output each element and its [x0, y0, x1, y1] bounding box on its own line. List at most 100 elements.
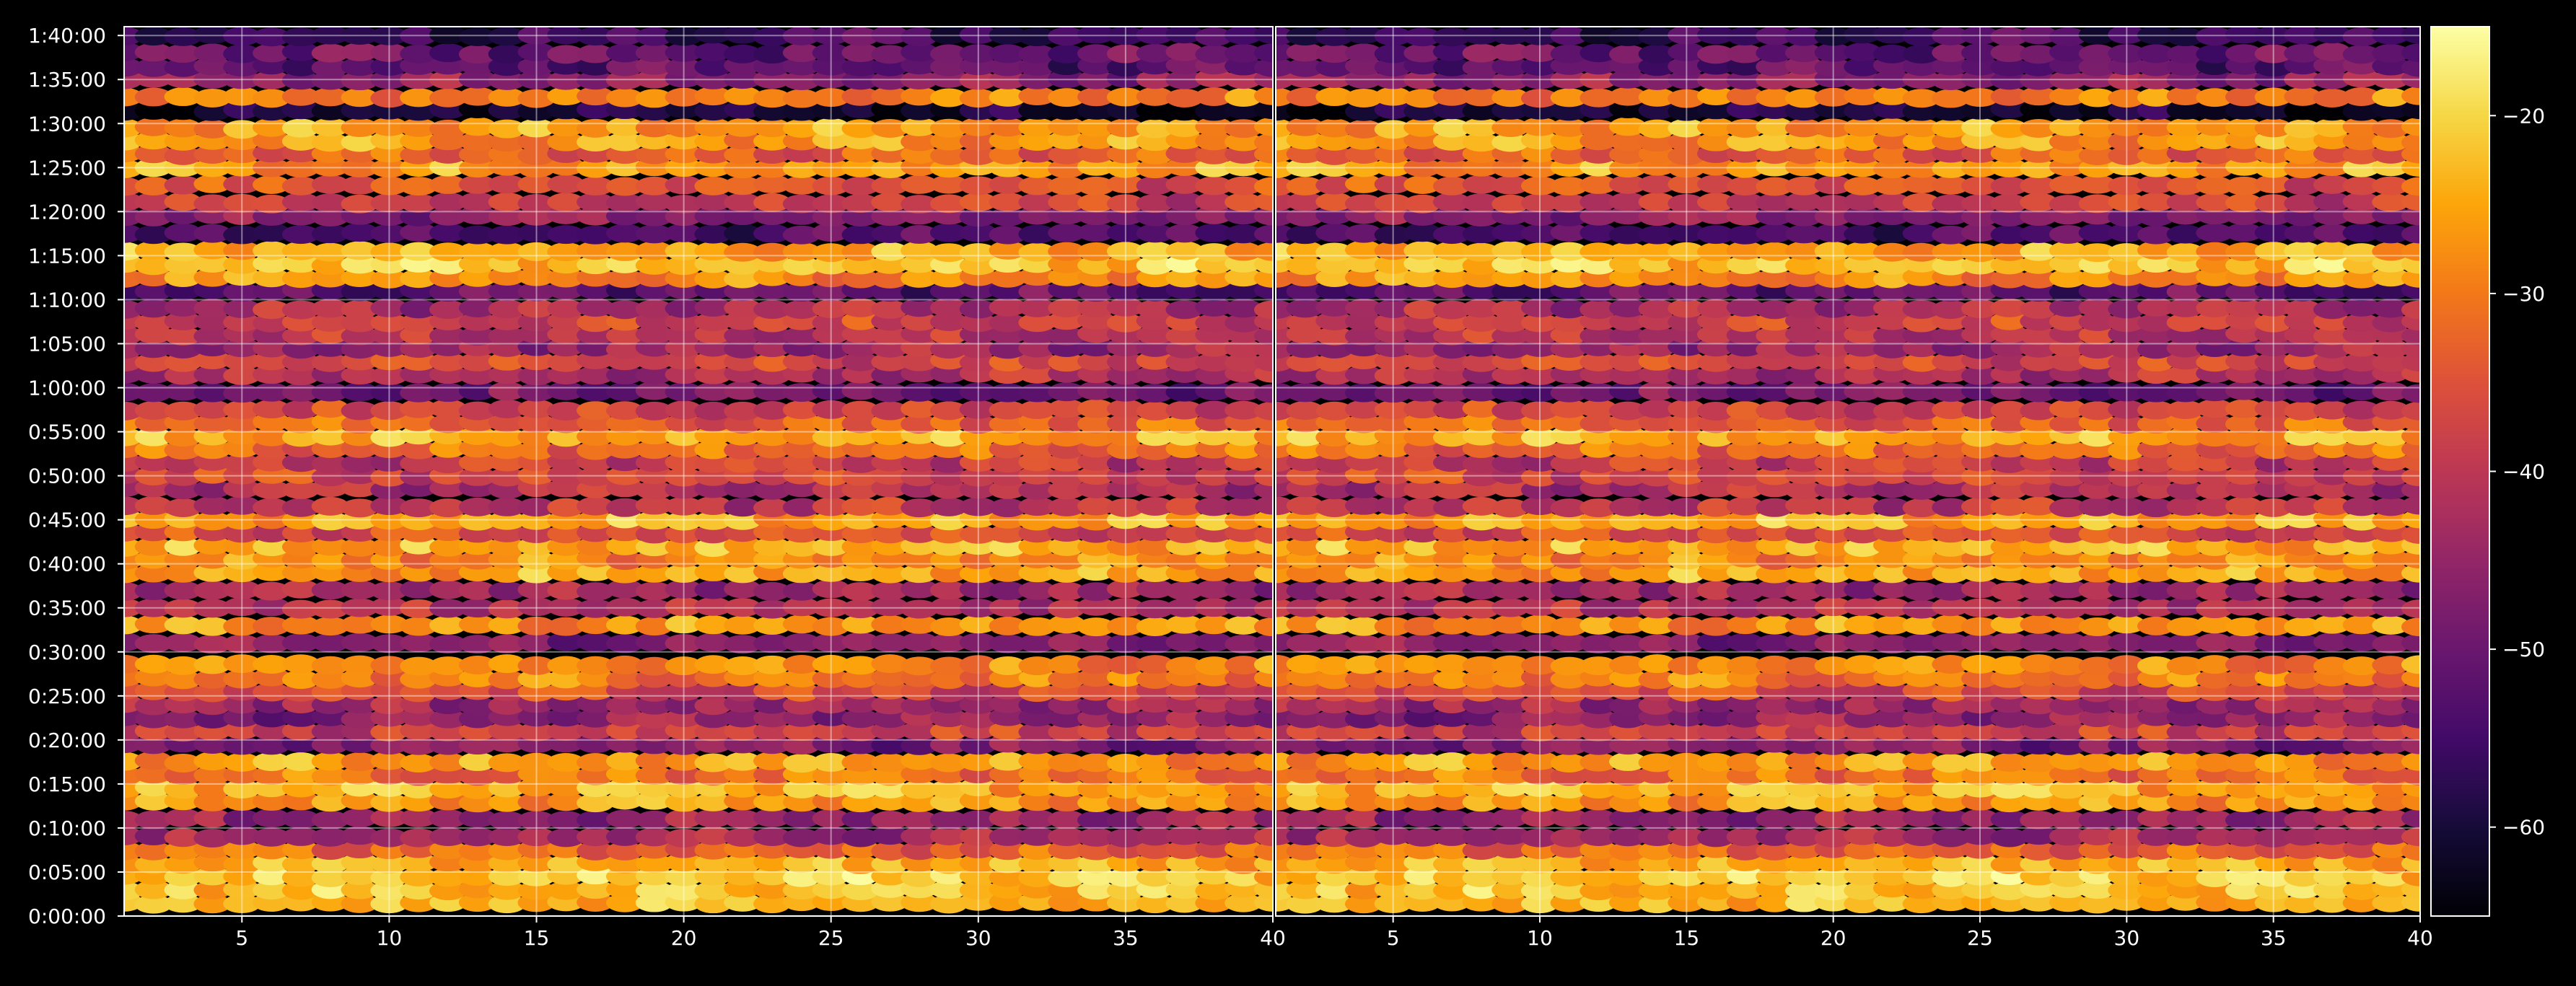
heatmap-cell — [2342, 269, 2380, 289]
heatmap-cell — [164, 753, 202, 772]
heatmap-cell — [2020, 401, 2058, 421]
heatmap-cell — [134, 654, 172, 674]
heatmap-cell — [2372, 580, 2410, 599]
heatmap-cell — [1521, 581, 1559, 601]
heatmap-cell — [2049, 298, 2087, 317]
heatmap-cell — [1491, 223, 1530, 242]
heatmap-cell — [1106, 87, 1144, 107]
heatmap-cell — [1550, 563, 1588, 582]
heatmap-cell — [400, 426, 438, 445]
heatmap-cell — [311, 312, 349, 332]
heatmap-cell — [400, 808, 438, 827]
heatmap-cell — [1136, 282, 1174, 301]
heatmap-cell — [1609, 511, 1647, 531]
heatmap-cell — [2225, 511, 2263, 531]
heatmap-cell — [223, 708, 261, 727]
heatmap-cell — [1286, 841, 1324, 860]
heatmap-cell — [1638, 281, 1676, 301]
heatmap-cell — [812, 511, 850, 531]
heatmap-cell — [1491, 299, 1530, 319]
heatmap-cell — [1136, 441, 1174, 460]
heatmap-cell — [1580, 736, 1618, 755]
heatmap-cell — [1462, 175, 1500, 194]
heatmap-cell — [1462, 224, 1500, 244]
heatmap-cell — [488, 242, 526, 261]
heatmap-cell — [1345, 268, 1383, 287]
heatmap-cell — [1106, 427, 1144, 446]
heatmap-cell — [1345, 779, 1383, 798]
heatmap-cell — [458, 312, 496, 331]
heatmap-cell — [2372, 511, 2410, 530]
heatmap-cell — [281, 193, 320, 212]
heatmap-cell — [1609, 401, 1647, 421]
heatmap-cell — [959, 633, 997, 652]
heatmap-cell — [989, 752, 1027, 771]
heatmap-cell — [2254, 242, 2292, 261]
heatmap-cell — [1286, 427, 1324, 446]
heatmap-cell — [2313, 70, 2351, 89]
heatmap-cell — [2166, 298, 2204, 317]
heatmap-cell — [134, 496, 172, 515]
heatmap-cell — [1345, 853, 1383, 872]
heatmap-cell — [2078, 597, 2116, 616]
heatmap-cell — [1048, 159, 1086, 179]
heatmap-cell — [1580, 498, 1618, 518]
heatmap-cell — [2108, 579, 2146, 599]
heatmap-cell — [1136, 655, 1174, 674]
heatmap-cell — [2401, 384, 2420, 403]
heatmap-cell — [1195, 192, 1233, 211]
heatmap-cell — [2078, 298, 2116, 317]
heatmap-cell — [1697, 524, 1735, 544]
heatmap-cell — [311, 299, 349, 318]
heatmap-cell — [2254, 498, 2292, 517]
heatmap-cell — [1077, 597, 1116, 616]
heatmap-cell — [193, 312, 232, 331]
heatmap-cell — [458, 696, 496, 716]
heatmap-cell — [1697, 881, 1735, 900]
heatmap-cell — [311, 722, 349, 741]
heatmap-cell — [901, 195, 939, 214]
heatmap-cell — [2108, 146, 2146, 165]
heatmap-cell — [2313, 56, 2351, 75]
heatmap-cell — [458, 793, 496, 813]
heatmap-cell — [989, 634, 1027, 653]
heatmap-cell — [1491, 255, 1530, 274]
heatmap-cell — [2049, 195, 2087, 214]
heatmap-cell — [782, 27, 820, 45]
heatmap-cell — [1286, 87, 1324, 107]
heatmap-cell — [665, 828, 703, 848]
heatmap-cell — [1697, 118, 1735, 137]
heatmap-cell — [2342, 400, 2380, 420]
heatmap-cell — [253, 300, 291, 320]
heatmap-cell — [1990, 511, 2028, 530]
heatmap-cell — [635, 69, 673, 89]
heatmap-cell — [1697, 656, 1735, 675]
heatmap-cell — [1785, 453, 1823, 472]
heatmap-cell — [2166, 313, 2204, 333]
heatmap-cell — [1018, 841, 1056, 860]
heatmap-cell — [400, 102, 438, 121]
heatmap-cell — [2196, 581, 2234, 601]
heatmap-cell — [253, 194, 291, 214]
heatmap-cell — [1844, 118, 1882, 137]
heatmap-cell — [1374, 58, 1412, 77]
heatmap-cell — [841, 144, 880, 163]
heatmap-cell — [1195, 723, 1233, 742]
heatmap-cell — [1961, 27, 1999, 45]
heatmap-cell — [2254, 479, 2292, 498]
heatmap-cell — [2342, 708, 2380, 728]
heatmap-cell — [694, 42, 732, 61]
heatmap-cell — [1609, 809, 1647, 828]
heatmap-cell — [635, 401, 673, 421]
heatmap-cell — [2108, 27, 2146, 44]
heatmap-cell — [1638, 867, 1676, 886]
heatmap-cell — [1345, 536, 1383, 555]
heatmap-cell — [1932, 300, 1970, 320]
heatmap-cell — [1136, 207, 1174, 226]
heatmap-cell — [281, 791, 320, 811]
heatmap-cell — [1048, 550, 1086, 570]
heatmap-cell — [1433, 100, 1471, 120]
heatmap-cell — [1844, 633, 1882, 652]
heatmap-cell — [1315, 146, 1354, 165]
heatmap-cell — [2225, 682, 2263, 701]
